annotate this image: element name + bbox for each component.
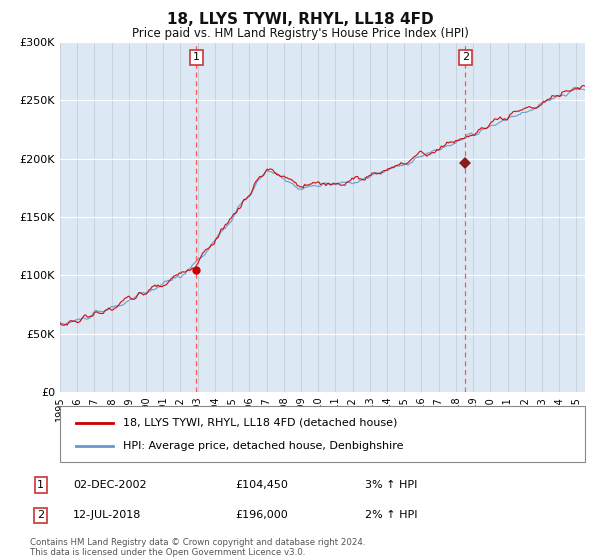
Text: 1: 1	[37, 480, 44, 490]
Text: 2% ↑ HPI: 2% ↑ HPI	[365, 510, 418, 520]
Text: £104,450: £104,450	[235, 480, 288, 490]
Text: 2: 2	[37, 510, 44, 520]
Text: 02-DEC-2002: 02-DEC-2002	[73, 480, 147, 490]
FancyBboxPatch shape	[60, 406, 585, 462]
Text: Contains HM Land Registry data © Crown copyright and database right 2024.
This d: Contains HM Land Registry data © Crown c…	[30, 538, 365, 557]
Text: 1: 1	[193, 53, 200, 63]
Text: 3% ↑ HPI: 3% ↑ HPI	[365, 480, 417, 490]
Text: Price paid vs. HM Land Registry's House Price Index (HPI): Price paid vs. HM Land Registry's House …	[131, 27, 469, 40]
Text: 2: 2	[461, 53, 469, 63]
Text: 18, LLYS TYWI, RHYL, LL18 4FD: 18, LLYS TYWI, RHYL, LL18 4FD	[167, 12, 433, 27]
Text: HPI: Average price, detached house, Denbighshire: HPI: Average price, detached house, Denb…	[123, 441, 404, 451]
Text: 12-JUL-2018: 12-JUL-2018	[73, 510, 142, 520]
Text: 18, LLYS TYWI, RHYL, LL18 4FD (detached house): 18, LLYS TYWI, RHYL, LL18 4FD (detached …	[123, 418, 397, 428]
Text: £196,000: £196,000	[235, 510, 288, 520]
